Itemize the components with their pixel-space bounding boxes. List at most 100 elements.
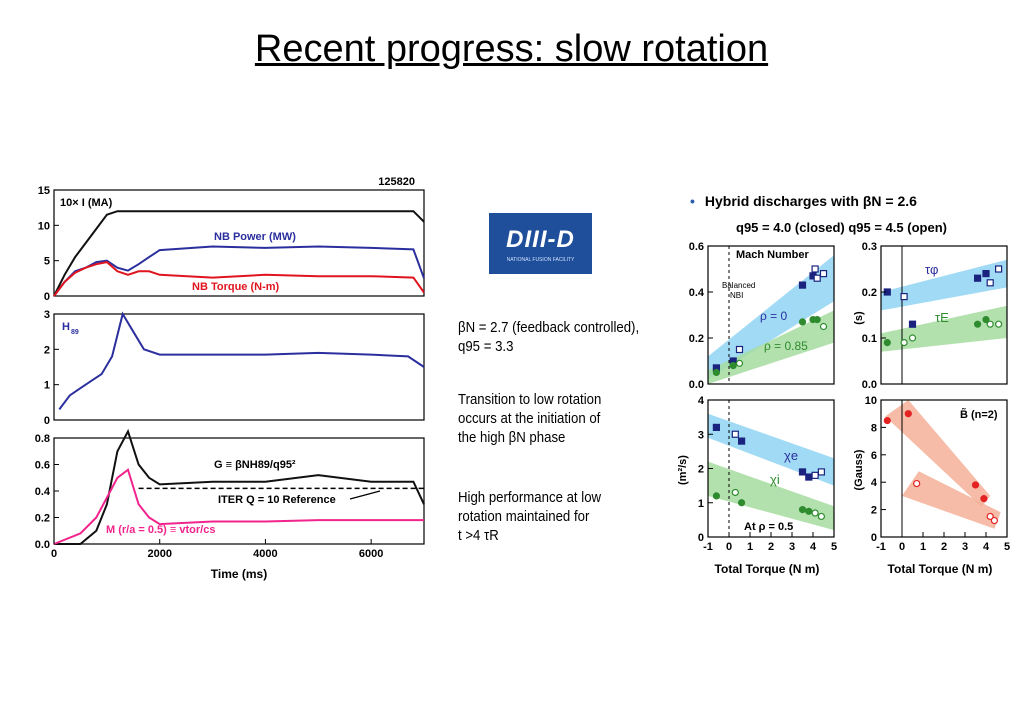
note-performance-3: t >4 τR [458, 527, 499, 544]
btilde-x-tick-label: 2 [941, 541, 947, 553]
mach-rho085-marker [798, 318, 807, 326]
panel-g-mach-y-tick-label: 0.4 [35, 486, 51, 498]
mach-rho0-marker [735, 345, 744, 354]
mach-title: Mach Number [736, 249, 809, 261]
label-nb-torque: NB Torque (N-m) [192, 281, 280, 293]
btilde-marker [883, 416, 891, 425]
tau-e-marker [982, 316, 990, 324]
note-performance: High performance at low rotation maintai… [458, 488, 647, 545]
tau-e-marker [986, 320, 994, 328]
btilde-ylabel: (Gauss) [853, 449, 865, 490]
label-g: G ≡ βNH89/q95² [214, 459, 296, 471]
chi-y-tick-label: 0 [698, 532, 704, 544]
btilde-x-tick-label: 3 [962, 541, 968, 553]
tau-y-tick-label: 0.0 [862, 379, 877, 391]
btilde-xlabel: Total Torque (N m) [888, 562, 993, 576]
btilde-title: B̃ (n=2) [960, 408, 998, 421]
panel-g-mach-series-0 [54, 428, 425, 545]
shot-number: 125820 [378, 176, 415, 188]
chi-e-label: χe [784, 448, 798, 463]
tau-phi-marker [900, 293, 908, 301]
tau-e-marker [973, 320, 982, 328]
note-performance-2: rotation maintained for [458, 508, 590, 525]
label-nb-power: NB Power (MW) [214, 231, 296, 243]
panel-h89-frame [53, 313, 425, 421]
mach-y-tick-label: 0.0 [689, 379, 704, 391]
time-axis-tick-label: 4000 [253, 548, 277, 560]
btilde-x-tick-label: 1 [920, 541, 926, 553]
tau-e-marker [883, 339, 891, 347]
tau-e-marker [900, 339, 908, 347]
time-axis-tick-label: 2000 [147, 548, 171, 560]
panel-h89-series-0 [58, 311, 425, 411]
chi-i-marker [731, 488, 739, 497]
tau-ylabel: (s) [853, 311, 865, 325]
at-rho-label: At ρ = 0.5 [744, 521, 793, 533]
chi-i-marker [712, 492, 721, 500]
chi-x-tick-label: -1 [703, 541, 713, 553]
chi-ylabel: (m²/s) [677, 455, 689, 485]
tau-frame [880, 245, 1008, 385]
chi-x-tick-label: 0 [726, 541, 732, 553]
chi-y-tick-label: 1 [698, 498, 704, 510]
panel-g-mach-y-tick-label: 0.6 [35, 460, 50, 472]
note-performance-1: High performance at low [458, 489, 602, 506]
tau-phi-marker [973, 274, 982, 282]
mach-y-tick-label: 0.2 [689, 333, 704, 345]
btilde-y-tick-label: 8 [871, 422, 877, 434]
panel-g-mach-y-tick-label: 0.0 [35, 539, 50, 551]
panel-h89-y-tick-label: 0 [44, 415, 50, 427]
chi-e-marker [798, 468, 807, 476]
chi-e-marker [811, 471, 819, 479]
chi-x-tick-label: 4 [810, 541, 817, 553]
panel-currents-y-tick-label: 10 [38, 220, 50, 232]
btilde-marker [971, 481, 980, 489]
tau-phi-marker [994, 265, 1003, 273]
mach-y-tick-label: 0.6 [689, 241, 704, 253]
mach-rho085-marker [735, 359, 744, 367]
chi-i-marker [798, 506, 807, 514]
tau-phi-label: τφ [925, 262, 938, 277]
mach-rho085-marker [712, 368, 721, 377]
btilde-marker [986, 512, 994, 521]
note-transition-1: Transition to low rotation [458, 391, 602, 408]
rho0-label: ρ = 0 [760, 309, 788, 323]
tau-y-tick-label: 0.1 [862, 333, 877, 345]
panel-currents-series-2 [53, 261, 425, 297]
btilde-band-upper [885, 400, 991, 507]
tau-e-marker [908, 334, 917, 342]
tau-y-tick-label: 0.2 [862, 287, 877, 299]
btilde-band-lower [902, 471, 1001, 529]
chi-y-tick-label: 2 [698, 464, 704, 476]
note-line2: q95 = 3.3 [458, 338, 514, 355]
mach-rho085-marker [813, 316, 821, 324]
mach-y-tick-label: 0.4 [689, 287, 705, 299]
note-transition: Transition to low rotation occurs at the… [458, 390, 647, 447]
chi-e-marker [817, 468, 826, 476]
btilde-x-tick-label: 5 [1004, 541, 1010, 553]
panel-currents-series-0 [53, 210, 425, 297]
iter-arrow [349, 490, 381, 500]
panel-h89-y-tick-label: 2 [44, 344, 50, 356]
chi-y-tick-label: 3 [698, 429, 704, 441]
panel-g-mach-y-tick-label: 0.2 [35, 513, 50, 525]
note-transition-3: the high βN phase [458, 429, 566, 446]
chi-e-marker [805, 473, 813, 481]
chi-y-tick-label: 4 [698, 395, 705, 407]
btilde-y-tick-label: 6 [871, 450, 877, 462]
panel-g-mach-series-2 [53, 468, 424, 545]
panel-currents-frame [53, 189, 425, 297]
label-mach: M (r/a = 0.5) ≡ vtor/cs [106, 524, 215, 536]
tau-e-marker [994, 320, 1003, 328]
btilde-marker [913, 479, 921, 488]
chi-xlabel: Total Torque (N m) [715, 562, 820, 576]
btilde-marker [990, 516, 999, 525]
tau-y-tick-label: 0.3 [862, 241, 877, 253]
slide-title: Recent progress: slow rotation [254, 28, 769, 70]
chi-i-marker [817, 512, 826, 521]
rho085-label: ρ = 0.85 [764, 339, 808, 353]
chi-x-tick-label: 1 [747, 541, 753, 553]
panel-h89-y-tick-label: 1 [44, 380, 50, 392]
label-h89-sub: 89 [71, 329, 79, 336]
